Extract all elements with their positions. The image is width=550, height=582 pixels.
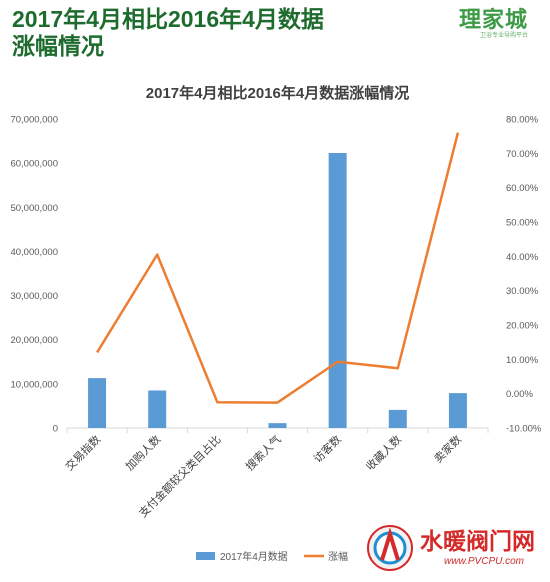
category-label: 交易指数	[62, 432, 103, 473]
brand-tagline: 卫浴专业导购平台	[479, 33, 528, 39]
bar	[88, 378, 107, 428]
legend-label-line: 涨幅	[328, 550, 348, 563]
legend-label-bar: 2017年4月数据	[220, 550, 288, 563]
left-axis-tick-label: 20,000,000	[10, 335, 58, 346]
bar	[268, 423, 287, 428]
right-axis-tick-label: 10.00%	[506, 355, 539, 366]
left-axis-tick-label: 70,000,000	[10, 115, 58, 126]
right-axis-tick-label: 70.00%	[506, 149, 539, 160]
category-label: 卖家数	[431, 432, 464, 465]
right-axis-tick-label: 40.00%	[506, 252, 539, 263]
page-title: 2017年4月相比2016年4月数据涨幅情况	[12, 6, 324, 59]
right-axis-tick-label: 80.00%	[506, 115, 539, 126]
bar	[328, 152, 347, 428]
watermark-text: 水暖阀门网	[420, 528, 535, 554]
right-axis-tick-label: 50.00%	[506, 218, 539, 229]
combo-chart: 2017年4月相比2016年4月数据涨幅情况 0 10,000,000 20,000,…	[10, 84, 542, 563]
left-axis-tick-label: 30,000,000	[10, 291, 58, 302]
growth-line	[96, 132, 460, 404]
right-axis-tick-label: 60.00%	[506, 183, 539, 194]
right-axis-tick-label: -10.00%	[506, 424, 542, 435]
legend-swatch-bar	[196, 552, 215, 560]
category-label: 搜索人气	[243, 432, 284, 473]
right-axis-tick-label: 0.00%	[506, 389, 533, 400]
bar	[448, 393, 467, 428]
bar	[148, 390, 167, 428]
category-label: 收藏人数	[363, 432, 404, 473]
left-axis-tick-label: 10,000,000	[10, 379, 58, 390]
left-axis-tick-label: 0	[53, 424, 58, 435]
brand-name: 理家城	[458, 7, 528, 32]
watermark-logo-icon	[367, 525, 413, 571]
right-axis-tick-label: 20.00%	[506, 321, 539, 332]
left-axis-tick-label: 60,000,000	[10, 159, 58, 170]
left-axis-tick-label: 40,000,000	[10, 247, 58, 258]
chart-container: 2017年4月相比2016年4月数据涨幅情况 0 10,000,000 20,000,…	[0, 72, 550, 577]
category-label: 加购人数	[122, 432, 163, 473]
right-axis-tick-label: 30.00%	[506, 286, 539, 297]
category-label: 访客数	[311, 432, 344, 465]
chart-title: 2017年4月相比2016年4月数据涨幅情况	[146, 84, 409, 102]
watermark-url: www.PVCPU.com	[444, 556, 525, 567]
watermark: 水暖阀门网 www.PVCPU.com	[362, 520, 550, 577]
brand-logo: 理家城 卫浴专业导购平台	[459, 8, 528, 41]
left-axis-tick-label: 50,000,000	[10, 203, 58, 214]
bar	[388, 409, 407, 428]
